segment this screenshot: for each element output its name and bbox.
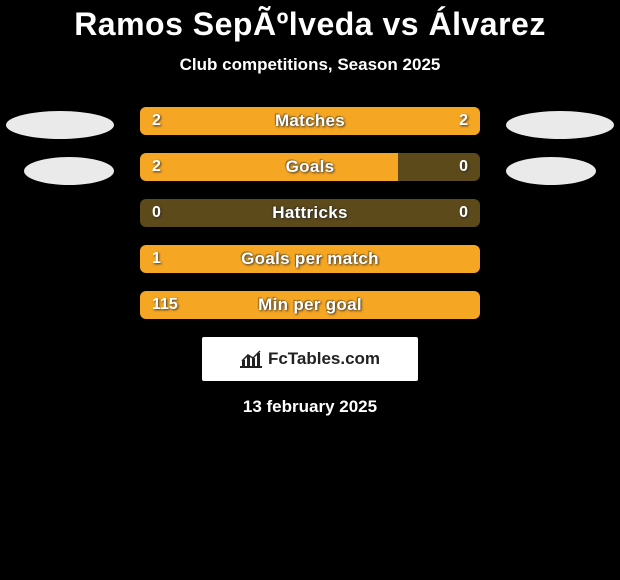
stat-label: Min per goal xyxy=(140,291,480,319)
player-left-oval xyxy=(24,157,114,185)
stat-row: Goals2 0 xyxy=(0,153,620,181)
stat-row: Min per goal115 xyxy=(0,291,620,319)
player-right-oval xyxy=(506,157,596,185)
stat-bar: Min per goal xyxy=(140,291,480,319)
stat-value-left: 2 xyxy=(152,107,161,135)
stat-bar: Goals xyxy=(140,153,480,181)
stat-bar: Matches xyxy=(140,107,480,135)
stat-value-right: 0 xyxy=(459,199,468,227)
player-right-oval xyxy=(506,111,614,139)
stat-value-left: 0 xyxy=(152,199,161,227)
brand-chart-icon xyxy=(240,350,262,368)
stat-bar: Goals per match xyxy=(140,245,480,273)
stat-row: Matches2 2 xyxy=(0,107,620,135)
stat-label: Goals xyxy=(140,153,480,181)
page-title: Ramos SepÃºlveda vs Álvarez xyxy=(0,0,620,43)
stat-bar: Hattricks xyxy=(140,199,480,227)
brand-text: FcTables.com xyxy=(268,349,380,369)
stat-value-left: 2 xyxy=(152,153,161,181)
footer-date: 13 february 2025 xyxy=(0,397,620,417)
stat-label: Matches xyxy=(140,107,480,135)
comparison-infographic: Ramos SepÃºlveda vs Álvarez Club competi… xyxy=(0,0,620,580)
player-left-oval xyxy=(6,111,114,139)
stat-label: Hattricks xyxy=(140,199,480,227)
stat-value-left: 115 xyxy=(152,291,178,319)
page-subtitle: Club competitions, Season 2025 xyxy=(0,55,620,75)
stat-value-right: 2 xyxy=(459,107,468,135)
stats-container: Matches22Goals20Hattricks00Goals per mat… xyxy=(0,107,620,319)
stat-label: Goals per match xyxy=(140,245,480,273)
stat-value-left: 1 xyxy=(152,245,161,273)
stat-value-right: 0 xyxy=(459,153,468,181)
stat-row: Hattricks0 0 xyxy=(0,199,620,227)
brand-badge: FcTables.com xyxy=(202,337,418,381)
stat-row: Goals per match1 xyxy=(0,245,620,273)
